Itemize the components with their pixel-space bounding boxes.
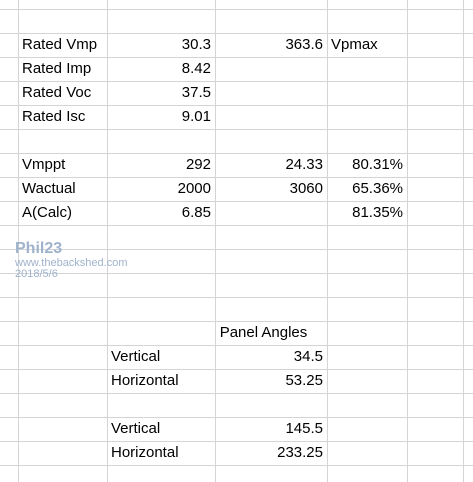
cell-rated-imp-value[interactable]: 8.42: [181, 60, 211, 77]
cell-wactual-percent[interactable]: 65.36%: [352, 180, 403, 197]
row-gridline: [0, 201, 473, 202]
row-gridline: [0, 465, 473, 466]
row-gridline: [0, 81, 473, 82]
cell-horizontal-2-label[interactable]: Horizontal: [111, 444, 179, 461]
row-gridline: [0, 393, 473, 394]
column-gridline: [463, 0, 464, 482]
watermark-url: www.thebackshed.com: [15, 256, 128, 269]
column-gridline: [18, 0, 19, 482]
cell-rated-voc-label[interactable]: Rated Voc: [22, 84, 92, 101]
cell-rated-vmp-value[interactable]: 30.3: [181, 36, 211, 53]
cell-vmppt-percent[interactable]: 80.31%: [352, 156, 403, 173]
column-gridline: [407, 0, 408, 482]
cell-vertical-1-label[interactable]: Vertical: [111, 348, 161, 365]
column-gridline: [215, 0, 216, 482]
cell-rated-vmp-label[interactable]: Rated Vmp: [22, 36, 98, 53]
column-gridline: [107, 0, 108, 482]
cell-rated-isc-value[interactable]: 9.01: [181, 108, 211, 125]
cell-wactual-label[interactable]: Wactual: [22, 180, 76, 197]
row-gridline: [0, 417, 473, 418]
cell-acalc-label[interactable]: A(Calc): [22, 204, 73, 221]
row-gridline: [0, 225, 473, 226]
row-gridline: [0, 249, 473, 250]
row-gridline: [0, 273, 473, 274]
row-gridline: [0, 369, 473, 370]
cell-acalc-value[interactable]: 6.85: [181, 204, 211, 221]
row-gridline: [0, 129, 473, 130]
row-gridline: [0, 9, 473, 10]
cell-wactual-value[interactable]: 2000: [177, 180, 211, 197]
cell-vertical-1-value[interactable]: 34.5: [293, 348, 323, 365]
cell-horizontal-2-value[interactable]: 233.25: [277, 444, 323, 461]
cell-vertical-2-value[interactable]: 145.5: [285, 420, 323, 437]
row-gridline: [0, 177, 473, 178]
cell-vmppt-value[interactable]: 292: [185, 156, 211, 173]
row-gridline: [0, 321, 473, 322]
row-gridline: [0, 57, 473, 58]
cell-horizontal-1-label[interactable]: Horizontal: [111, 372, 179, 389]
row-gridline: [0, 33, 473, 34]
cell-vpmax-value[interactable]: 363.6: [285, 36, 323, 53]
cell-horizontal-1-value[interactable]: 53.25: [285, 372, 323, 389]
cell-wactual-calc[interactable]: 3060: [289, 180, 323, 197]
column-gridline: [327, 0, 328, 482]
watermark: Phil23 www.thebackshed.com 2018/5/6: [15, 240, 128, 281]
cell-panel-angles-header[interactable]: Panel Angles: [219, 324, 308, 341]
cell-vmppt-label[interactable]: Vmppt: [22, 156, 66, 173]
row-gridline: [0, 441, 473, 442]
row-gridline: [0, 105, 473, 106]
cell-rated-isc-label[interactable]: Rated Isc: [22, 108, 86, 125]
watermark-date: 2018/5/6: [15, 268, 58, 281]
row-gridline: [0, 297, 473, 298]
row-gridline: [0, 345, 473, 346]
row-gridline: [0, 153, 473, 154]
cell-vmppt-calc[interactable]: 24.33: [285, 156, 323, 173]
cell-rated-imp-label[interactable]: Rated Imp: [22, 60, 92, 77]
cell-acalc-percent[interactable]: 81.35%: [352, 204, 403, 221]
cell-rated-voc-value[interactable]: 37.5: [181, 84, 211, 101]
cell-vertical-2-label[interactable]: Vertical: [111, 420, 161, 437]
watermark-name: Phil23: [15, 240, 63, 257]
cell-vpmax-label[interactable]: Vpmax: [331, 36, 378, 53]
